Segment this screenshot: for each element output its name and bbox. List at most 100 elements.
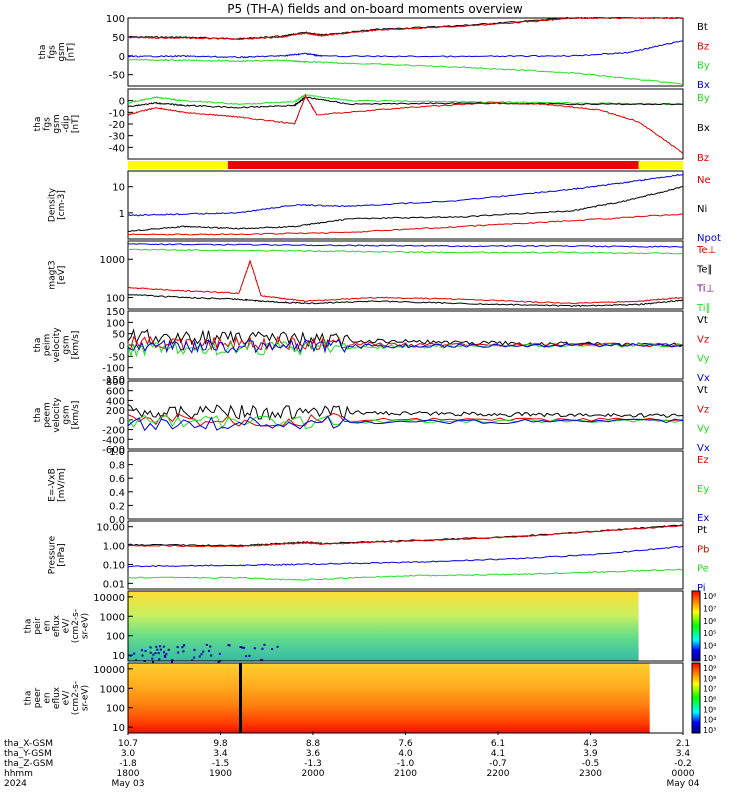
peir-spectrogram-cell xyxy=(163,654,166,657)
peir-spectrogram-cell xyxy=(135,659,138,662)
x-row-value: 1900 xyxy=(209,769,232,779)
moments-temperature-series-Te⊥ xyxy=(127,259,684,305)
moments-temperature-legend-Te⊥: Te⊥ xyxy=(696,245,716,256)
peir-spectrogram-cell xyxy=(154,652,157,655)
pressure-legend-Pi: Pi xyxy=(697,583,706,594)
x-row-value: 3.0 xyxy=(121,749,136,759)
mode-bar-segment xyxy=(227,161,639,169)
fgs-gsm-dip-frame xyxy=(127,88,684,160)
peim-velocity-ytick-label: 100 xyxy=(106,318,125,329)
moments-temperature-ylabel: magt3 [eV] xyxy=(47,260,67,289)
peer-spectrogram-colorbar-tick: 10⁶ xyxy=(703,695,716,704)
peer-spectrogram-ylabel-line: tha xyxy=(24,691,34,706)
efield-legend-Ey: Ey xyxy=(697,484,709,495)
peir-spectrogram-ylabel-line: tha xyxy=(24,619,34,634)
fgs-gsm-dip-ylabel: tha fgs gsm -dip [nT] xyxy=(33,114,81,133)
pressure-ylabel: Pressure [nPa] xyxy=(47,535,67,574)
peir-spectrogram-ytick-label: 10 xyxy=(112,651,125,662)
efield-ylabel-line: E=-VxB xyxy=(47,468,57,502)
peir-spectrogram-cell xyxy=(141,654,144,657)
density-ylabel-line: Density xyxy=(47,187,57,222)
peim-velocity-ytick-label: -50 xyxy=(109,352,125,363)
fgs-gsm-dip-series-Bz xyxy=(128,93,684,154)
peim-velocity-ytick-label: 0 xyxy=(119,341,125,352)
peer-spectrogram-colorbar-tick: 10⁴ xyxy=(703,716,716,725)
moments-temperature-ytick-label: 1000 xyxy=(100,255,125,266)
peir-spectrogram-cell xyxy=(158,658,161,661)
x-row-value: 2000 xyxy=(302,769,325,779)
peir-spectrogram-cell xyxy=(165,653,168,656)
peir-spectrogram-cell xyxy=(177,651,180,654)
pressure-ytick-label: 0.10 xyxy=(103,560,125,571)
peir-spectrogram-cell xyxy=(198,655,201,658)
pressure-ytick-label: 1.00 xyxy=(103,542,125,553)
density-ytick-label: 1 xyxy=(119,209,125,220)
peir-spectrogram-cell xyxy=(263,643,266,646)
peir-spectrogram-colorbar-tick: 10⁸ xyxy=(703,592,716,601)
mode-bar-segment xyxy=(638,161,683,169)
x-row-value: 6.1 xyxy=(491,739,505,749)
page-title: P5 (TH-A) fields and on-board moments ov… xyxy=(227,2,523,16)
peir-spectrogram-ylabel-line: peir xyxy=(33,617,43,635)
fgs-gsm-legend-Bt: Bt xyxy=(697,22,708,33)
fgs-gsm-dip-legend-Bz: Bz xyxy=(697,153,709,164)
peir-spectrogram-cell xyxy=(144,649,147,652)
fgs-gsm-dip-ylabel-line: tha xyxy=(33,117,43,132)
x-row-label: 2024 xyxy=(4,779,27,789)
moments-temperature-ylabel-line: [eV] xyxy=(57,266,67,285)
x-row-value: -1.8 xyxy=(119,759,137,769)
peer-spectrogram-ylabel: tha peer en eflux eV/(cm2-s-sr-eV) xyxy=(24,681,91,715)
pressure-series-Pt xyxy=(127,524,684,547)
peir-spectrogram-cell xyxy=(152,660,155,663)
density-legend-Npot: Npot xyxy=(697,233,721,244)
x-row-value: 1800 xyxy=(117,769,140,779)
pressure-ylabel-line: [nPa] xyxy=(57,543,67,566)
peir-spectrogram-cell xyxy=(155,645,158,648)
fgs-gsm-ytick-label: 50 xyxy=(112,33,125,44)
x-row-value: -1.3 xyxy=(304,759,322,769)
x-row-value: 4.1 xyxy=(491,749,505,759)
peir-spectrogram-cell xyxy=(202,650,205,653)
x-row-value: 9.8 xyxy=(213,739,228,749)
peir-spectrogram-cell xyxy=(261,647,264,650)
peer-spectrogram-colorbar-tick: 10³ xyxy=(703,726,716,735)
x-row-value: -0.5 xyxy=(582,759,600,769)
peir-spectrogram-ylabel: tha peir en eflux eV/(cm2-s-sr-eV) xyxy=(24,609,91,643)
fgs-gsm-dip-legend-Bx: Bx xyxy=(697,123,710,134)
moments-temperature-ytick-label: 100 xyxy=(106,293,125,304)
peer-spectrogram-ytick-label: 10000 xyxy=(93,665,125,676)
fgs-gsm-dip-ytick-label: -40 xyxy=(109,143,125,154)
peim-velocity-ytick-label: 50 xyxy=(112,330,125,341)
density-series-Ne xyxy=(128,213,684,236)
peim-velocity-ylabel-line: peim xyxy=(43,334,53,357)
pressure-frame xyxy=(127,520,684,590)
x-row-label: hhmm xyxy=(4,769,33,779)
density-frame xyxy=(127,170,684,240)
fgs-gsm-ylabel-line: tha xyxy=(38,45,48,60)
peem-velocity-ytick-label: 0 xyxy=(119,416,125,427)
peir-spectrogram-cell xyxy=(193,656,196,659)
moments-temperature-legend-Ti∥: Ti∥ xyxy=(696,303,711,314)
peir-spectrogram-cell xyxy=(239,645,242,648)
efield-ytick-label: 0.8 xyxy=(109,461,125,472)
density-ylabel: Density [cm-3] xyxy=(47,187,67,222)
peir-spectrogram-cell xyxy=(151,657,154,660)
pressure-series-Pb xyxy=(127,525,684,548)
peem-velocity-ylabel: tha peem velocity gsm [km/s] xyxy=(33,397,81,433)
fgs-gsm-dip-ylabel-line: fgs xyxy=(43,117,53,131)
pressure-series-Pi xyxy=(127,545,684,568)
moments-temperature-series-Ti⊥ xyxy=(127,243,684,248)
peem-velocity-ytick-label: 800 xyxy=(106,377,125,388)
peir-spectrogram-ylabel-line: (cm2-s- xyxy=(71,609,81,643)
peim-velocity-ytick-label: -150 xyxy=(102,375,125,386)
fgs-gsm-ytick-label: 0 xyxy=(119,52,125,63)
peem-velocity-ylabel-line: [km/s] xyxy=(71,401,81,430)
peim-velocity-ytick-label: 150 xyxy=(106,307,125,318)
peir-spectrogram-cell xyxy=(162,645,165,648)
peir-spectrogram-cell xyxy=(181,646,184,649)
efield-frame xyxy=(127,450,684,520)
peir-spectrogram-cell xyxy=(241,646,244,649)
peim-velocity-ylabel-line: velocity xyxy=(52,327,62,363)
peir-spectrogram-cell xyxy=(156,648,159,651)
